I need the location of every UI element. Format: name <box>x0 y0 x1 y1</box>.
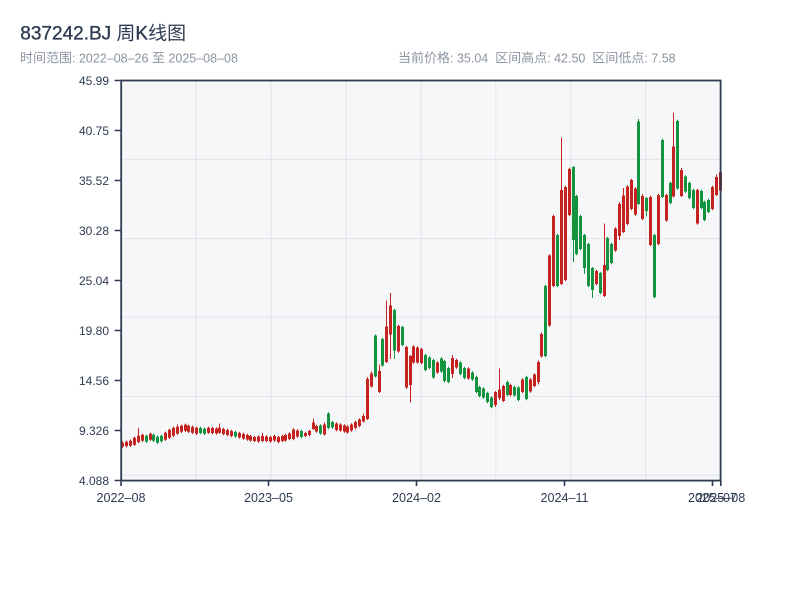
svg-text:: 7.58: : 7.58 <box>644 51 675 65</box>
svg-text:: 2022–08–26: : 2022–08–26 <box>72 51 152 65</box>
svg-text:35.52: 35.52 <box>79 174 109 188</box>
svg-text:45.99: 45.99 <box>79 74 109 88</box>
svg-text:4.088: 4.088 <box>79 474 109 488</box>
svg-text:25.04: 25.04 <box>79 274 109 288</box>
svg-text:2025–08: 2025–08 <box>696 491 745 505</box>
svg-text:30.28: 30.28 <box>79 224 109 238</box>
svg-text:837242.BJ: 837242.BJ <box>20 24 116 45</box>
svg-text:2024–02: 2024–02 <box>392 491 441 505</box>
svg-text:2025–08–08: 2025–08–08 <box>165 51 238 65</box>
svg-text:2024–11: 2024–11 <box>540 491 588 505</box>
svg-text:: 35.04: : 35.04 <box>450 51 495 65</box>
svg-text:2025–07: 2025–07 <box>688 491 737 505</box>
svg-text:: 42.50: : 42.50 <box>547 51 592 65</box>
svg-text:9.326: 9.326 <box>79 424 109 438</box>
svg-text:2023–05: 2023–05 <box>244 491 293 505</box>
svg-text:14.56: 14.56 <box>79 374 109 388</box>
svg-text:K: K <box>135 24 148 45</box>
svg-text:2022–08: 2022–08 <box>96 491 145 505</box>
svg-text:19.80: 19.80 <box>79 324 109 338</box>
svg-text:40.75: 40.75 <box>79 124 109 138</box>
